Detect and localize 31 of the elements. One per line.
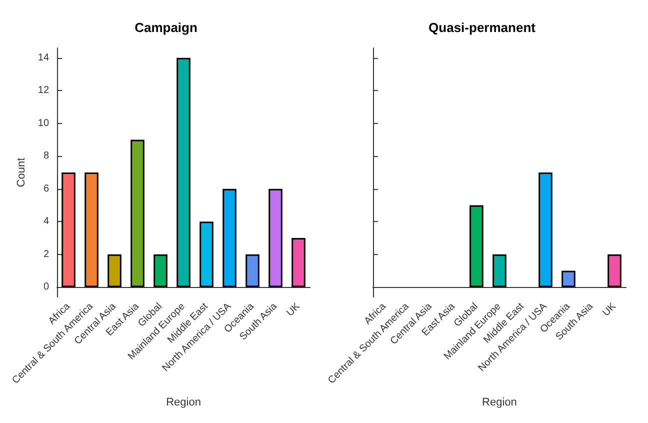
y-tick-label: 12: [38, 85, 50, 96]
bar: [108, 254, 122, 288]
bar: [200, 222, 214, 288]
y-tick-label: 2: [43, 248, 50, 260]
bar: [154, 254, 168, 288]
y-tick-label: 8: [43, 150, 50, 162]
y-axis-title: Count: [16, 158, 28, 188]
bar: [538, 172, 552, 288]
y-tick-label: 0: [43, 282, 50, 293]
x-tick-label: UK: [284, 300, 303, 319]
y-tick-label: 4: [43, 216, 50, 228]
bar: [62, 172, 76, 288]
bar: [292, 238, 306, 288]
bar: [562, 270, 576, 288]
chart-title: Campaign: [134, 20, 198, 35]
bar: [130, 140, 144, 288]
x-axis-title: Region: [482, 396, 517, 408]
y-tick-label: 10: [38, 118, 50, 129]
bar: [246, 254, 260, 288]
bar: [222, 188, 236, 288]
bar: [470, 205, 484, 288]
y-tick-label: 14: [38, 52, 50, 64]
bar: [268, 188, 282, 288]
bar: [84, 172, 98, 288]
x-tick-label: UK: [600, 300, 619, 319]
chart-title: Quasi-permanent: [428, 20, 536, 35]
y-tick-label: 6: [43, 183, 50, 194]
bar: [492, 254, 506, 288]
bar: [608, 254, 622, 288]
x-axis-title: Region: [166, 396, 201, 408]
bar: [176, 58, 190, 288]
